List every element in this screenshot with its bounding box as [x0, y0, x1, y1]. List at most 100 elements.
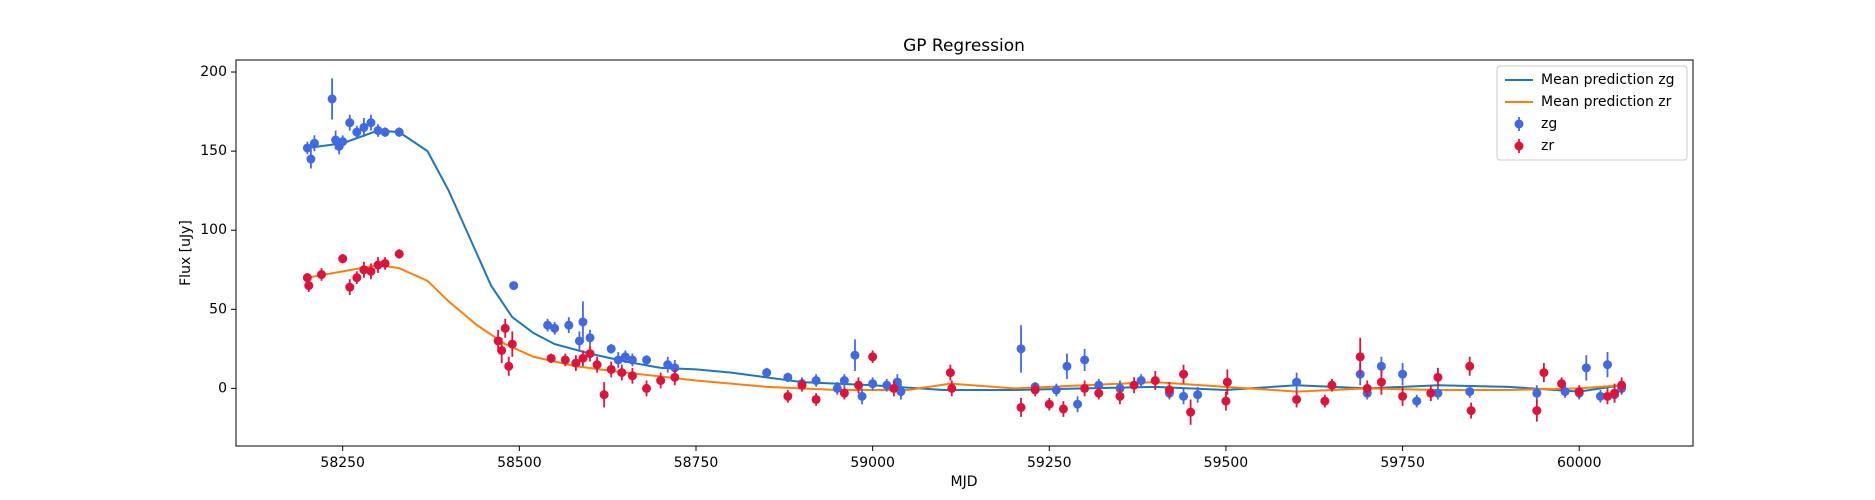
mean-line: [307, 129, 1622, 393]
x-tick-label: 58250: [320, 455, 365, 471]
data-point: [546, 353, 556, 363]
data-point: [500, 323, 510, 333]
x-tick-label: 59000: [850, 455, 895, 471]
data-point: [1094, 380, 1104, 390]
x-tick-label: 59250: [1027, 455, 1072, 471]
data-point: [1539, 368, 1549, 378]
data-point: [504, 361, 514, 371]
data-point: [1030, 385, 1040, 395]
data-point: [1073, 399, 1083, 409]
y-axis-label: Flux [uJy]: [178, 220, 194, 286]
data-point: [352, 273, 362, 283]
data-point: [373, 260, 383, 270]
data-point: [380, 258, 390, 268]
data-point: [359, 265, 369, 275]
y-tick-label: 100: [200, 222, 227, 238]
data-point: [1355, 352, 1365, 362]
data-point: [947, 383, 957, 393]
data-point: [599, 390, 609, 400]
data-point: [868, 352, 878, 362]
data-point: [338, 137, 348, 147]
data-point: [811, 394, 821, 404]
data-point: [543, 320, 553, 330]
legend: Mean prediction zg Mean prediction zr zg zr: [1496, 65, 1688, 161]
data-point: [345, 118, 355, 128]
legend-label: Mean prediction zr: [1541, 94, 1672, 110]
x-tick-label: 60000: [1557, 455, 1602, 471]
data-point: [1221, 396, 1231, 406]
data-point: [1532, 406, 1542, 416]
x-axis-label: MJD: [951, 474, 978, 490]
y-tick-label: 150: [200, 143, 227, 159]
data-point: [585, 349, 595, 359]
data-point: [868, 379, 878, 389]
data-point: [352, 127, 362, 137]
data-point: [642, 355, 652, 365]
data-point: [1136, 376, 1146, 386]
data-point: [592, 360, 602, 370]
data-point: [1164, 385, 1174, 395]
data-point: [797, 380, 807, 390]
data-point: [509, 281, 519, 291]
data-point: [670, 363, 680, 373]
data-point: [302, 143, 312, 153]
data-point: [783, 372, 793, 382]
data-point: [497, 345, 507, 355]
data-point: [854, 380, 864, 390]
legend-label: Mean prediction zg: [1541, 72, 1675, 88]
data-point: [1362, 383, 1372, 393]
data-point: [620, 352, 630, 362]
legend-marker: [1514, 141, 1524, 151]
data-point: [1058, 404, 1068, 414]
data-point: [945, 368, 955, 378]
data-point: [1465, 387, 1475, 397]
data-point: [394, 127, 404, 137]
data-point: [304, 281, 314, 291]
data-point: [1179, 391, 1189, 401]
chart-title: GP Regression: [903, 36, 1025, 56]
data-point: [762, 368, 772, 378]
data-point: [1426, 388, 1436, 398]
data-point: [839, 376, 849, 386]
data-point: [1376, 377, 1386, 387]
data-point: [1466, 406, 1476, 416]
data-point: [327, 94, 337, 104]
data-point: [811, 376, 821, 386]
data-point: [507, 339, 517, 349]
data-point: [1398, 391, 1408, 401]
data-point: [302, 273, 312, 283]
data-point: [345, 282, 355, 292]
data-point: [1094, 388, 1104, 398]
data-point: [1115, 391, 1125, 401]
data-point: [606, 364, 616, 374]
data-point: [850, 350, 860, 360]
data-point: [627, 355, 637, 365]
x-tick-label: 59750: [1380, 455, 1425, 471]
data-point: [1412, 396, 1422, 406]
data-point: [1193, 390, 1203, 400]
data-point: [1560, 387, 1570, 397]
data-point: [617, 368, 627, 378]
data-point: [1465, 361, 1475, 371]
y-tick-label: 50: [209, 301, 227, 317]
y-tick-label: 200: [200, 64, 227, 80]
data-point: [1051, 385, 1061, 395]
data-point: [896, 387, 906, 397]
data-point: [627, 371, 637, 381]
data-point: [1222, 377, 1232, 387]
data-point: [606, 344, 616, 354]
data-point: [578, 317, 588, 327]
data-point: [309, 138, 319, 148]
data-point: [1080, 355, 1090, 365]
x-tick-label: 58750: [674, 455, 719, 471]
data-point: [1603, 391, 1613, 401]
data-point: [1581, 363, 1591, 373]
y-tick-label: 0: [218, 380, 227, 396]
data-point: [306, 154, 316, 164]
data-point: [373, 126, 383, 136]
data-point: [1327, 380, 1337, 390]
data-point: [1080, 383, 1090, 393]
data-point: [1595, 391, 1605, 401]
data-point: [882, 380, 892, 390]
